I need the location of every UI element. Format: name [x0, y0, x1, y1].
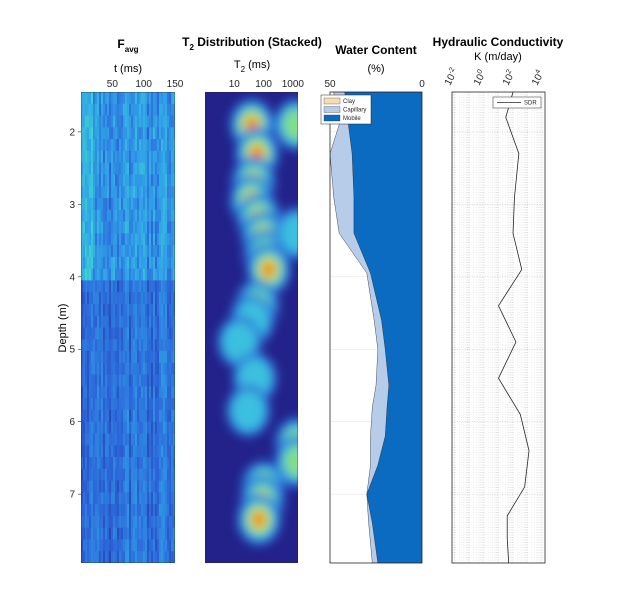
- t2-xtick: 100: [255, 79, 272, 90]
- legend-capillary: Capillary: [343, 108, 366, 114]
- t2-peak-layer: [283, 109, 298, 140]
- t2-peak-layer: [280, 213, 298, 254]
- hydraulic-xtick: 10-2: [442, 66, 461, 87]
- depth-ytick: 2: [69, 127, 75, 138]
- hydraulic-legend: SDR: [492, 96, 542, 109]
- t2-peak-layer: [247, 119, 257, 130]
- t2-title: T2 Distribution (Stacked): [182, 35, 322, 52]
- water-content-legend: Clay Capillary Mobile: [320, 94, 372, 125]
- legend-clay: Clay: [343, 99, 355, 105]
- t2-peak-layer: [284, 446, 298, 477]
- hydraulic-frame: [451, 91, 546, 564]
- favg-panel: Favg t (ms) 50 100 150 2 3 4 5 6 7 Depth (m): [57, 37, 184, 563]
- hydraulic-conductivity-panel: Hydraulic Conductivity K (m/day) 10-2 100…: [433, 35, 564, 564]
- t2-image: [205, 92, 298, 563]
- favg-xticks: 50 100 150: [107, 79, 184, 90]
- depth-ytick: 7: [69, 490, 75, 501]
- water-content-panel: Water Content (%) 50 0 Clay Capillary Mobil…: [320, 43, 425, 564]
- t2-xtick: 1000: [282, 79, 305, 90]
- hydraulic-title: Hydraulic Conductivity: [433, 35, 564, 49]
- water-content-frame: [329, 91, 423, 564]
- water-content-areas: [330, 92, 422, 563]
- t2-xtick: 10: [229, 79, 241, 90]
- t2-peak-layer: [252, 148, 262, 159]
- depth-ytick: 6: [69, 417, 75, 428]
- legend-sdr: SDR: [524, 101, 537, 107]
- depth-ylabel: Depth (m): [57, 304, 69, 353]
- t2-xlabel: T2 (ms): [234, 59, 270, 74]
- hydraulic-xlabel: K (m/day): [474, 51, 522, 63]
- favg-xtick: 100: [135, 79, 152, 90]
- hydraulic-xticks: 10-2 100 102 104: [442, 66, 547, 87]
- t2-peak-layer: [222, 321, 257, 362]
- t2-peak-layer: [254, 514, 264, 525]
- favg-xtick: 150: [167, 79, 184, 90]
- favg-image: [81, 92, 175, 563]
- hydraulic-xtick: 102: [500, 68, 518, 87]
- hydraulic-xtick: 100: [471, 68, 489, 87]
- favg-title: Favg: [117, 37, 138, 54]
- depth-ytick: 4: [69, 272, 75, 283]
- water-content-xtick: 0: [419, 79, 425, 90]
- water-content-xlabel: (%): [367, 63, 384, 75]
- sdr-line: [498, 92, 530, 563]
- hydraulic-line-layer: [498, 92, 530, 563]
- depth-yticks: 2 3 4 5 6 7: [69, 127, 81, 501]
- water-content-title: Water Content: [335, 43, 417, 57]
- depth-ytick: 3: [69, 200, 75, 211]
- water-content-xticks: 50 0: [324, 79, 425, 90]
- t2-xticks: 10 100 1000: [229, 79, 305, 90]
- t2-peak-layer: [231, 390, 266, 431]
- favg-xtick: 50: [107, 79, 119, 90]
- t2-peak-layer: [264, 264, 273, 275]
- area-mobile: [344, 92, 422, 563]
- t2-panel: T2 Distribution (Stacked) T2 (ms) 10 100 1…: [182, 35, 322, 563]
- favg-xlabel: t (ms): [114, 63, 142, 75]
- depth-ytick: 5: [69, 345, 75, 356]
- water-content-xtick: 50: [324, 79, 336, 90]
- legend-mobile: Mobile: [343, 116, 361, 122]
- hydraulic-xtick: 104: [529, 68, 547, 87]
